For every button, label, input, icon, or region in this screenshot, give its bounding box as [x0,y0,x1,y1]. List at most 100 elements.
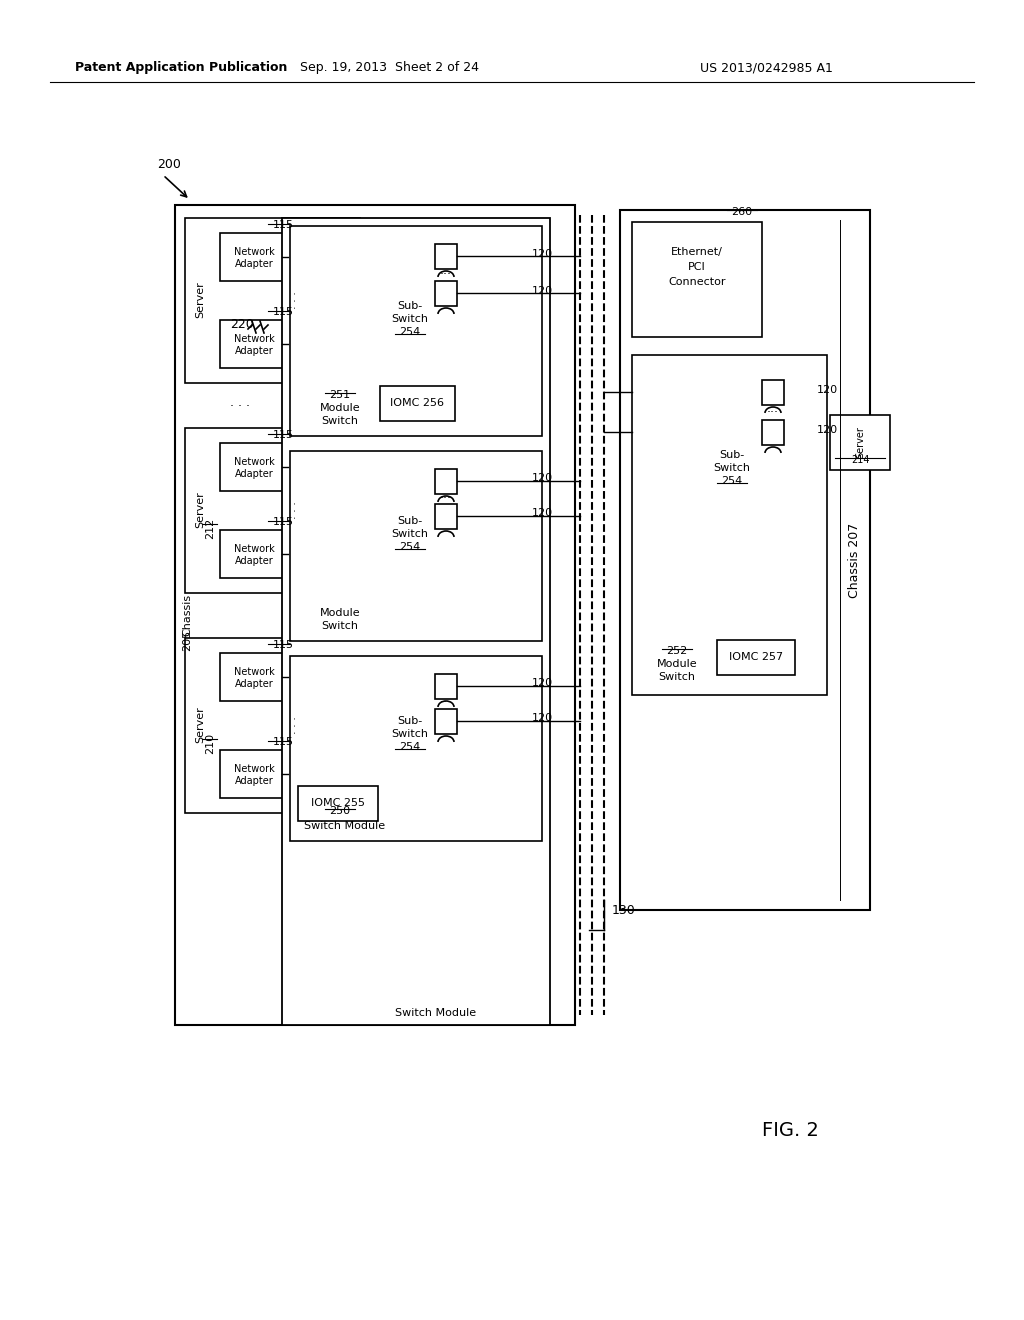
Bar [435,469,457,494]
Bar [762,380,784,405]
Bar [435,244,457,269]
Text: Sub-: Sub- [397,301,423,312]
Text: Sep. 19, 2013  Sheet 2 of 24: Sep. 19, 2013 Sheet 2 of 24 [300,62,479,74]
Text: Adapter: Adapter [234,469,273,479]
Text: Network: Network [233,544,274,554]
Text: Patent Application Publication: Patent Application Publication [75,62,288,74]
Text: 115: 115 [272,430,294,440]
Text: 200: 200 [157,158,181,172]
Text: . . .: . . . [230,396,250,409]
Bar [220,750,288,799]
Text: Adapter: Adapter [234,556,273,566]
Bar [298,785,378,821]
Text: 205: 205 [182,630,193,651]
Text: Ethernet/: Ethernet/ [671,247,723,257]
Text: Network: Network [233,247,274,257]
Text: Switch: Switch [391,314,428,323]
Text: Server: Server [195,491,205,528]
Text: Switch: Switch [714,463,751,473]
Text: Adapter: Adapter [234,678,273,689]
Text: Switch: Switch [391,529,428,539]
Text: 120: 120 [532,678,553,688]
Text: Connector: Connector [669,277,726,286]
Text: Adapter: Adapter [234,259,273,269]
Bar [717,640,795,675]
Text: Switch: Switch [322,416,358,426]
Bar [620,210,870,909]
Text: 120: 120 [532,286,553,296]
Text: Module: Module [656,659,697,669]
Text: Switch Module: Switch Module [304,821,386,832]
Text: 120: 120 [532,473,553,483]
Text: Adapter: Adapter [234,776,273,785]
Bar [185,638,360,813]
Text: 260: 260 [731,207,753,216]
Text: Chassis 207: Chassis 207 [849,523,861,598]
Text: 115: 115 [272,308,294,317]
Text: 115: 115 [272,640,294,649]
Text: . . .: . . . [288,715,298,734]
Bar [290,226,542,436]
Text: 214: 214 [851,455,869,465]
Text: ...: ... [767,401,779,414]
Text: 115: 115 [272,737,294,747]
Text: Server: Server [195,706,205,743]
Text: Sub-: Sub- [397,715,423,726]
Text: 212: 212 [205,517,215,539]
Text: Switch Module: Switch Module [395,1008,476,1018]
Text: 115: 115 [272,517,294,527]
Bar [290,451,542,642]
Text: Server: Server [195,281,205,318]
Text: Network: Network [233,457,274,467]
Text: 210: 210 [205,733,215,754]
Text: Switch: Switch [391,729,428,739]
Bar [435,709,457,734]
Bar [220,531,288,578]
Text: FIG. 2: FIG. 2 [762,1121,818,1139]
Text: IOMC 257: IOMC 257 [729,652,783,663]
Bar [220,444,288,491]
Bar [282,218,550,1026]
Text: ...: ... [440,693,452,705]
Bar [632,355,827,696]
Bar [632,222,762,337]
Text: Sub-: Sub- [397,516,423,525]
Bar [175,205,575,1026]
Bar [380,385,455,421]
Bar [830,414,890,470]
Text: 115: 115 [272,220,294,230]
Text: 252: 252 [667,645,688,656]
Bar [185,218,360,383]
Bar [220,653,288,701]
Bar [220,319,288,368]
Text: Adapter: Adapter [234,346,273,356]
Text: 120: 120 [532,508,553,517]
Text: 254: 254 [721,477,742,486]
Text: 120: 120 [817,425,838,436]
Bar [435,504,457,529]
Text: IOMC 256: IOMC 256 [390,399,444,408]
Bar [290,656,542,841]
Bar [435,281,457,306]
Bar [220,234,288,281]
Text: ...: ... [440,264,452,277]
Bar [185,428,360,593]
Text: Module: Module [319,609,360,618]
Text: 220: 220 [230,318,254,331]
Text: 120: 120 [532,713,553,723]
Text: 251: 251 [330,389,350,400]
Text: Switch: Switch [658,672,695,682]
Text: 120: 120 [817,385,838,395]
Text: 250: 250 [330,807,350,816]
Text: IOMC 255: IOMC 255 [311,799,365,808]
Bar [435,675,457,700]
Bar [762,420,784,445]
Text: 254: 254 [399,327,421,337]
Text: Switch: Switch [322,620,358,631]
Text: PCI: PCI [688,261,706,272]
Text: Network: Network [233,667,274,677]
Text: 254: 254 [399,742,421,752]
Text: Chassis: Chassis [182,594,193,636]
Text: Module: Module [319,403,360,413]
Text: Network: Network [233,764,274,774]
